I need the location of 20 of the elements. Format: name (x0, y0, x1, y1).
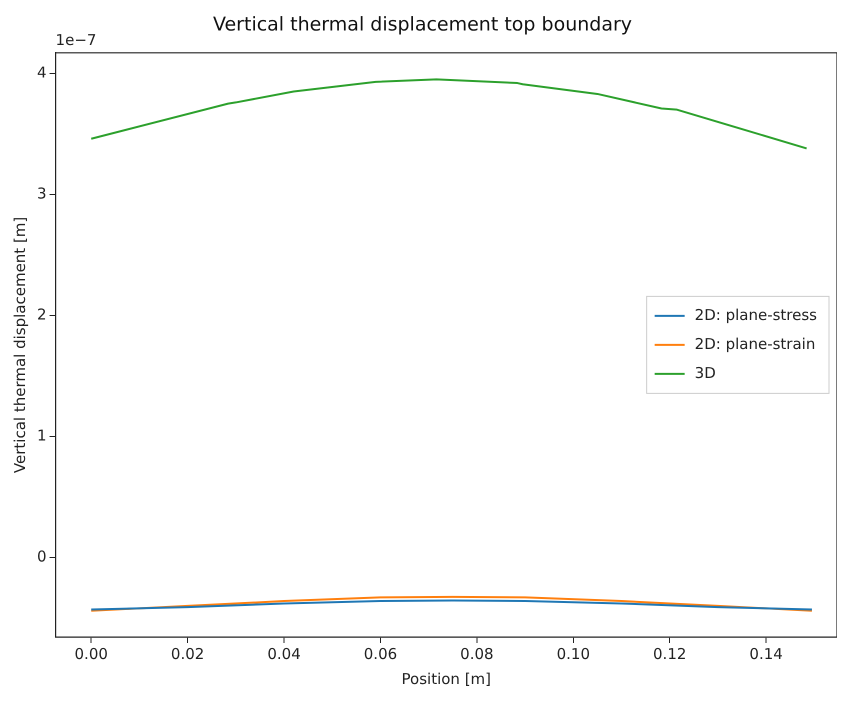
legend-label: 2D: plane-strain (694, 334, 816, 353)
x-tick-label: 0.14 (749, 644, 783, 663)
y-axis-title: Vertical thermal displacement [m] (10, 216, 29, 474)
y-tick-label: 2 (36, 305, 47, 324)
x-tick-label: 0.04 (267, 644, 301, 663)
x-tick-label: 0.12 (653, 644, 686, 663)
y-tick-label: 4 (36, 63, 47, 82)
x-tick-label: 0.08 (460, 644, 494, 663)
x-axis-title: Position [m] (402, 670, 492, 688)
chart-title: Vertical thermal displacement top boundary (212, 13, 632, 36)
y-tick-label: 1 (36, 426, 47, 444)
y-tick-label: 0 (36, 547, 47, 566)
x-tick-label: 0.10 (556, 644, 590, 663)
x-tick-label: 0.00 (74, 644, 108, 663)
legend-label: 2D: plane-stress (694, 306, 818, 324)
x-tick-label: 0.02 (170, 644, 204, 663)
y-tick-label: 3 (36, 184, 47, 202)
x-tick-label: 0.06 (364, 644, 398, 663)
text: 1e−7 (56, 31, 96, 50)
legend-label: 3D (694, 364, 716, 382)
